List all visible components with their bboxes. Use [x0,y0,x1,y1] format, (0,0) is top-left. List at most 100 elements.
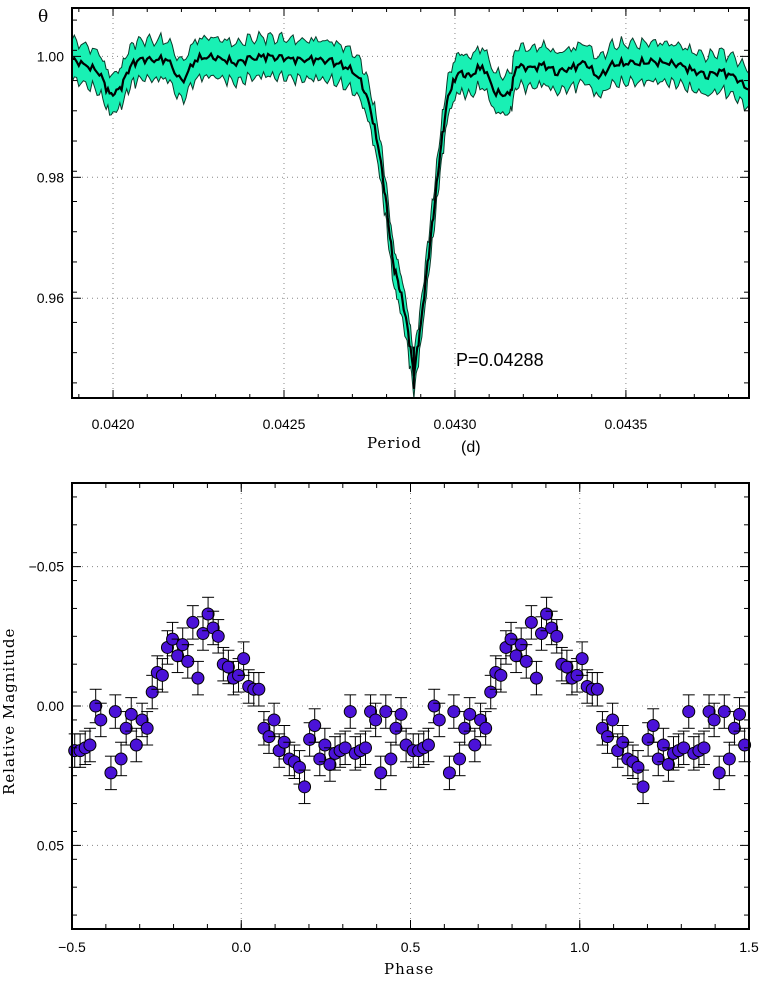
light-curve-point [524,605,538,640]
light-curve-point [733,697,747,732]
data-marker [712,766,726,780]
data-marker [524,615,538,629]
data-marker [108,705,122,719]
light-curve-point [646,708,660,743]
data-marker [303,732,317,746]
light-curve-point [641,722,655,757]
data-marker [494,668,508,682]
light-curve-xlabel: Phase [384,960,434,978]
periodogram-theta-line [71,51,750,377]
periodogram-frame [71,7,750,399]
light-curve-point [545,610,559,646]
light-curve-ytick-label-0: −0.05 [29,559,65,575]
data-marker [646,719,660,733]
light-curve-point [707,702,721,738]
light-curve-point [369,702,383,738]
periodogram-ylabel: θ [38,7,48,27]
data-marker [201,607,215,621]
light-curve-point [442,755,456,791]
data-marker [155,668,169,682]
data-marker [298,780,312,794]
periodogram-xtick-label-3: 0.0435 [604,416,647,432]
light-curve-point [140,711,154,746]
light-curve-point [155,658,169,693]
light-curve-xtick-label-4: 1.5 [739,939,759,955]
data-marker [636,780,650,794]
data-marker [369,713,383,727]
data-marker [140,721,154,735]
light-curve-ytick-label-2: 0.05 [37,837,64,853]
data-marker [529,671,543,685]
periodogram-xtick-label-1: 0.0425 [263,416,306,432]
data-marker [682,705,696,719]
data-marker [656,738,670,752]
data-marker [442,766,456,780]
light-curve-ylabel: Relative Magnitude [0,628,18,795]
data-marker [211,629,225,643]
data-marker [384,752,398,766]
data-marker [83,738,97,752]
periodogram-ytick-label-1: 0.98 [37,169,64,185]
light-curve-points [68,596,752,805]
light-curve-point [108,694,122,729]
light-curve-point [722,741,736,777]
light-curve-point [124,697,138,732]
light-curve-point [129,727,143,763]
periodogram-confidence-band [71,30,750,399]
light-curve-point [252,672,266,707]
light-curve-point [374,755,388,791]
data-marker [606,713,620,727]
light-curve-point [186,605,200,640]
periodogram-ytick-label-0: 0.96 [37,290,64,306]
light-curve-point [677,730,691,766]
light-curve-point [343,694,357,729]
data-marker [479,721,493,735]
data-marker [94,713,108,727]
light-curve-ticks: −0.5 0.0 0.5 1.0 1.5 −0.05 0.00 0.05 [29,483,759,955]
light-curve-point [590,672,604,707]
periodogram-xtick-label-2: 0.0430 [434,416,477,432]
light-curve-point [560,649,574,685]
data-marker [733,707,747,721]
light-curve-point [308,708,322,743]
light-curve-xtick-label-0: −0.5 [58,939,86,955]
data-marker [575,652,589,666]
light-curve-point [384,741,398,777]
data-marker [338,741,352,755]
light-curve-point [104,755,118,791]
data-marker [560,660,574,674]
data-marker [661,758,675,772]
data-marker [114,752,128,766]
light-curve-xtick-label-1: 0.0 [232,939,252,955]
data-marker [463,707,477,721]
light-curve-point [453,741,467,777]
data-marker [104,766,118,780]
periodogram-xlabel: Period [367,434,422,452]
periodogram-line-layer [71,51,750,389]
data-marker [124,707,138,721]
light-curve-point [468,727,482,763]
data-marker [237,652,251,666]
light-curve-point [338,730,352,766]
data-marker [89,699,103,713]
light-curve-point [432,702,446,738]
data-marker [550,629,564,643]
light-curve-chart: −0.5 0.0 0.5 1.0 1.5 −0.05 0.00 0.05 Phase Rela… [0,482,759,978]
light-curve-point [267,702,281,738]
light-curve-xtick-label-2: 0.5 [401,939,421,955]
data-marker [540,607,554,621]
data-marker [323,758,337,772]
light-curve-point [394,697,408,732]
light-curve-point [479,711,493,746]
data-marker [468,738,482,752]
data-marker [677,741,691,755]
periodogram-xlabel-unit: (d) [461,439,481,456]
periodogram-chart: 0.0420 0.0425 0.0430 0.0435 0.96 0.98 1.00 θ P… [37,7,750,456]
light-curve-point [529,660,543,696]
data-marker [267,713,281,727]
data-marker [318,738,332,752]
light-curve-point [83,727,97,763]
light-curve-point [463,697,477,732]
data-marker [697,741,711,755]
